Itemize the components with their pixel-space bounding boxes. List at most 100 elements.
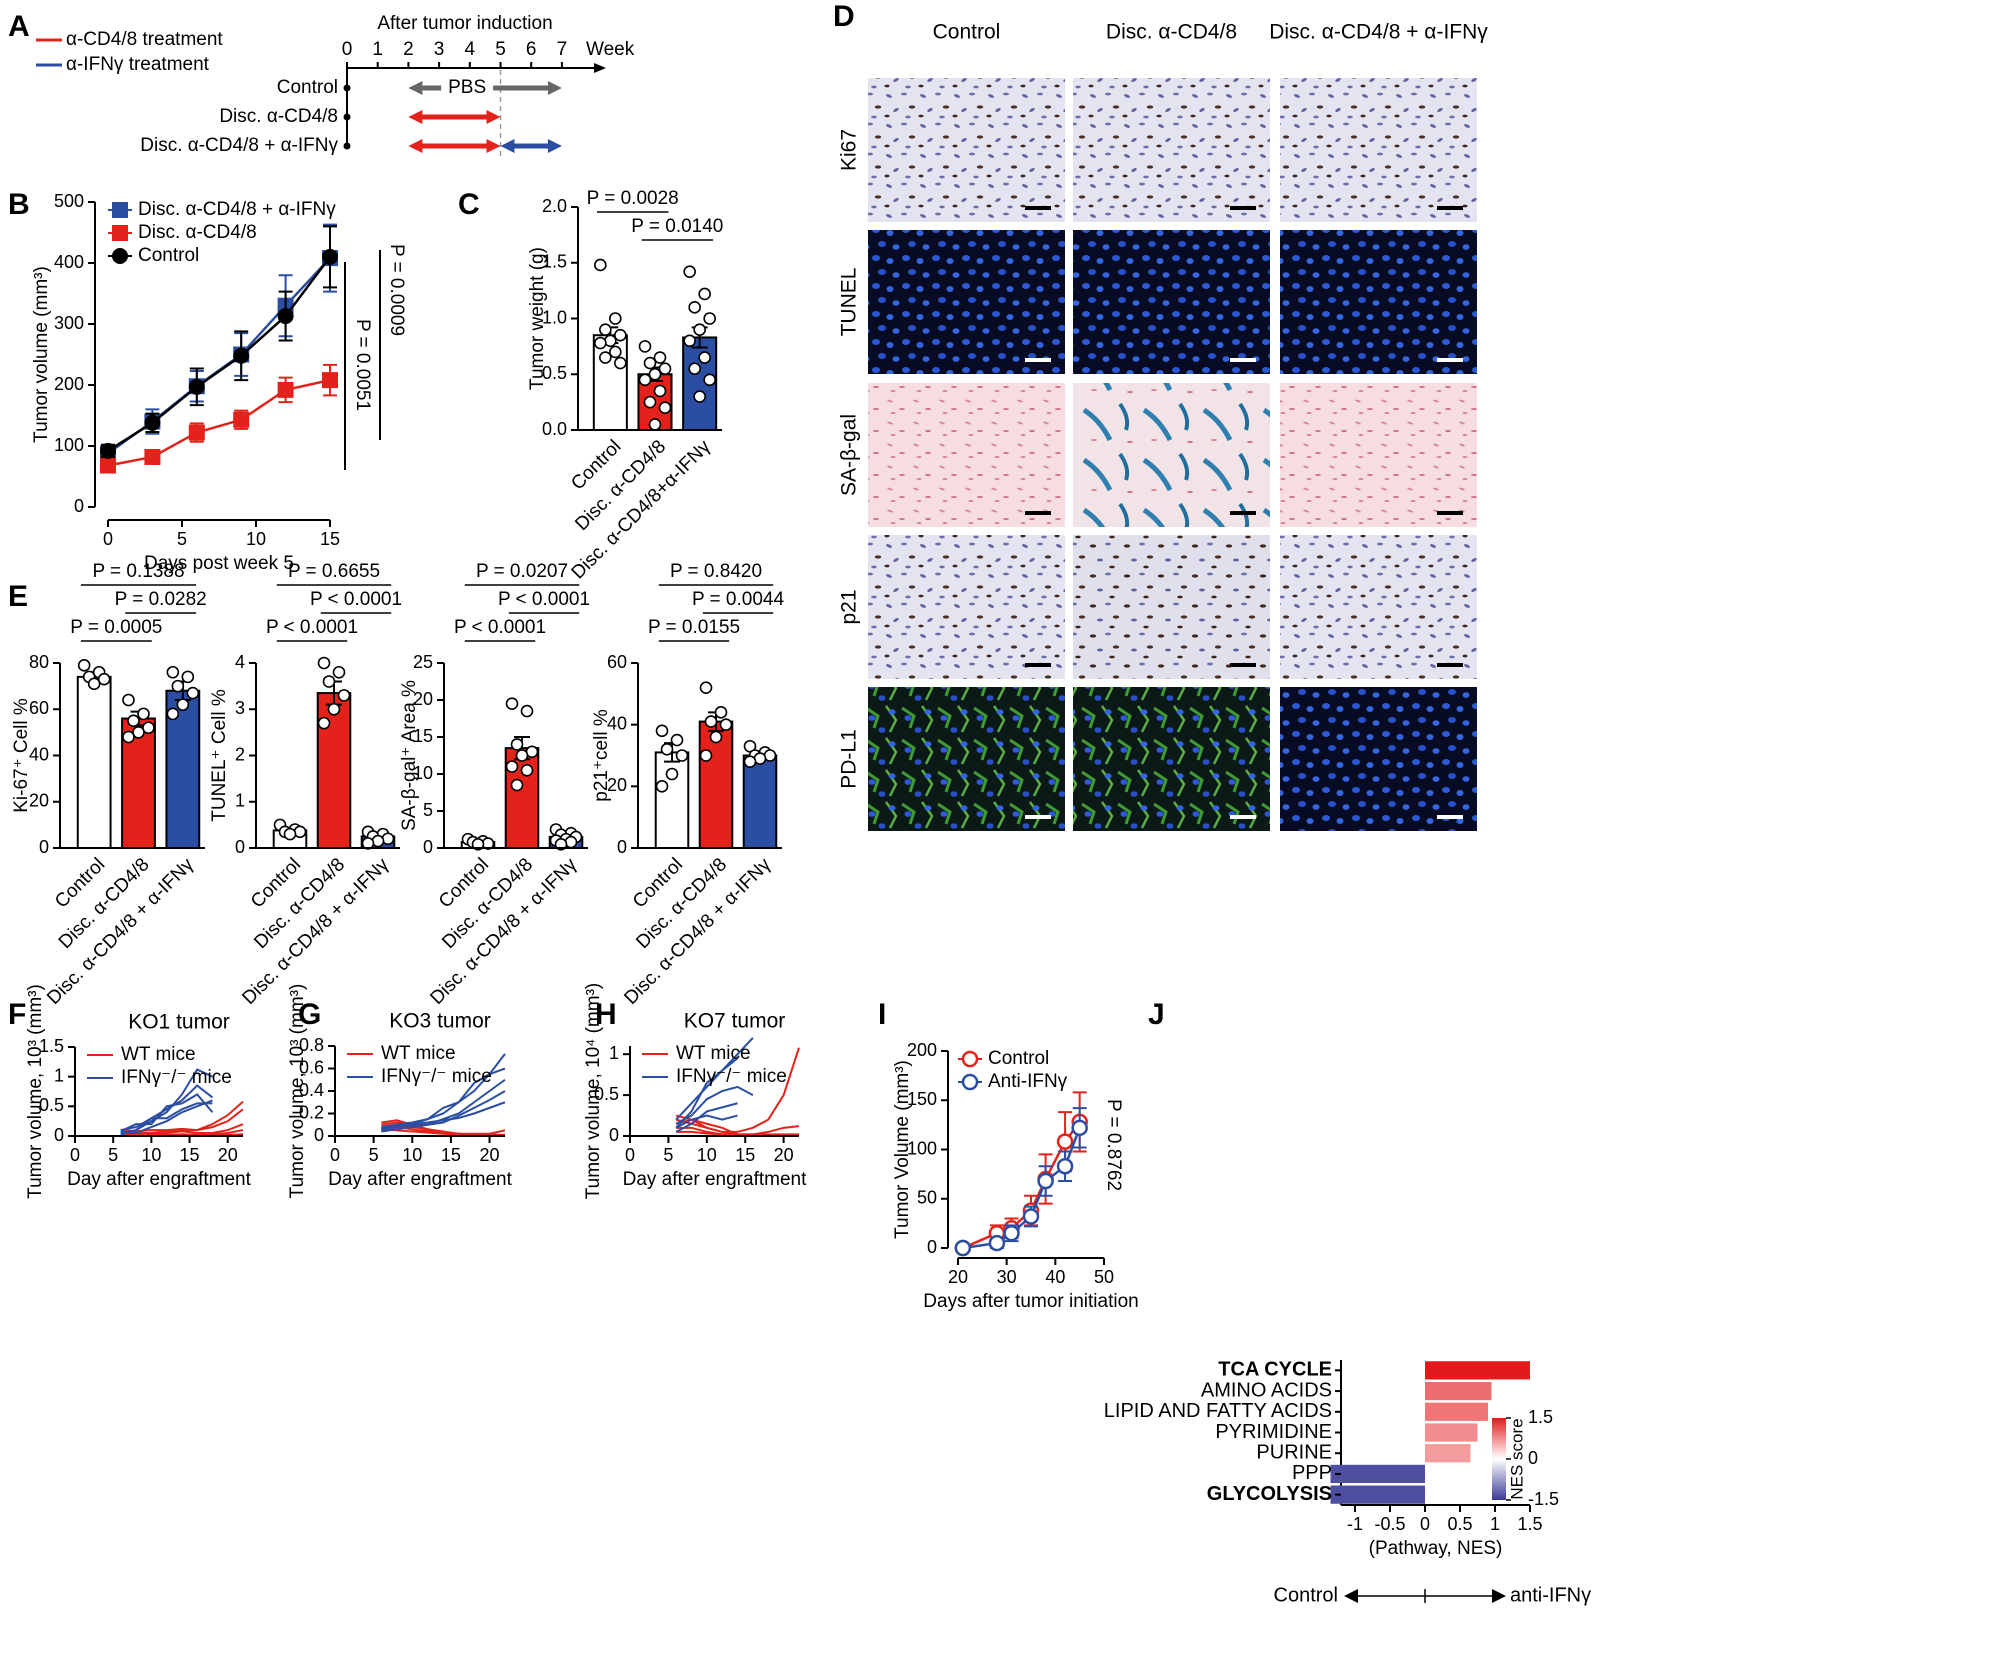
x-tick-label: 5	[369, 1145, 379, 1165]
subject-line	[120, 1102, 213, 1136]
arrowhead	[594, 63, 606, 73]
marker	[954, 1239, 972, 1257]
bar	[76, 675, 112, 849]
data-point	[97, 672, 111, 686]
x-tick-label: 15	[320, 529, 340, 549]
x-tick-label: 20	[218, 1145, 238, 1165]
y-tick-label: 0.0	[542, 419, 567, 439]
bracket-label: P = 0.1388	[92, 561, 184, 582]
marker	[277, 308, 294, 325]
data-point	[166, 707, 180, 721]
x-tick-label: 20	[948, 1267, 968, 1287]
marker	[112, 225, 128, 241]
marker	[112, 248, 128, 264]
x-axis-label: (Pathway, NES)	[1369, 1538, 1503, 1559]
y-tick-label: 500	[54, 191, 84, 211]
subject-line	[120, 1093, 214, 1133]
column-header: Control	[933, 21, 1001, 44]
micrograph	[1280, 78, 1477, 222]
y-tick-label: 3	[235, 698, 245, 718]
legend-label: Control	[988, 1048, 1049, 1069]
bar	[1425, 1423, 1478, 1442]
data-point	[122, 730, 135, 744]
y-tick-label: 400	[54, 252, 84, 272]
colorbar-tick-label: 0	[1528, 1448, 1538, 1468]
subject-line	[381, 1128, 505, 1136]
colorbar-tick-label: 1.5	[1528, 1407, 1553, 1427]
y-tick-label: PYRIMIDINE	[1215, 1421, 1332, 1443]
colorbar	[1492, 1418, 1506, 1500]
column-header: Disc. α-CD4/8	[1106, 21, 1237, 44]
subject-line	[381, 1090, 506, 1133]
data-point	[283, 827, 297, 841]
subject-line	[675, 1114, 738, 1129]
micrograph	[1073, 230, 1270, 374]
legend-label: IFNγ⁻/⁻ mice	[676, 1066, 787, 1087]
y-tick-label: 300	[54, 313, 84, 333]
y-axis-label: Tumor volume, 10³ (mm³)	[287, 984, 308, 1199]
micrograph	[868, 535, 1065, 679]
arrow-label: PBS	[448, 77, 486, 98]
x-tick-label: 20	[774, 1145, 794, 1165]
bracket-label: P = 0.0044	[692, 589, 785, 610]
series-line	[107, 378, 331, 467]
y-tick-label: 1	[609, 1043, 619, 1063]
data-point	[648, 418, 662, 431]
data-point	[293, 825, 307, 839]
subject-line	[675, 1057, 739, 1129]
y-tick-label: 2	[235, 744, 245, 764]
panel-label: H	[595, 998, 617, 1031]
data-point	[142, 721, 155, 735]
arrowhead	[486, 110, 501, 124]
y-tick-label: 0	[54, 1125, 64, 1145]
data-point	[693, 390, 706, 403]
data-point	[643, 356, 657, 370]
data-point	[510, 778, 524, 792]
bar	[316, 692, 352, 849]
subject-line	[381, 1101, 506, 1130]
timeline-tick-label: 0	[342, 39, 353, 60]
data-point	[655, 780, 669, 793]
y-axis-label: TUNEL⁺ Cell %	[209, 689, 230, 822]
arrowhead	[547, 139, 562, 153]
bracket-label: P = 0.0207	[476, 561, 568, 582]
data-point	[648, 367, 662, 381]
data-point	[614, 356, 627, 370]
bracket-label: P < 0.0001	[266, 617, 358, 638]
y-tick-label: PPP	[1292, 1462, 1332, 1484]
data-point	[186, 686, 200, 700]
x-tick-label: 10	[697, 1145, 717, 1165]
y-tick-label: 10	[413, 763, 433, 783]
panel-label: B	[8, 188, 30, 221]
y-tick-label: 0	[39, 837, 49, 857]
y-tick-label: 1.5	[39, 1036, 64, 1056]
arrowhead	[486, 139, 501, 153]
y-tick-label: 200	[907, 1040, 937, 1060]
x-axis-label: Day after engraftment	[67, 1169, 251, 1190]
y-tick-label: 1.5	[542, 252, 567, 272]
data-point	[317, 656, 331, 670]
panel-label: G	[298, 998, 321, 1031]
y-tick-label: 40	[607, 713, 627, 733]
marker	[1071, 1119, 1088, 1137]
label-bg	[441, 76, 494, 100]
marker	[1056, 1133, 1074, 1150]
y-tick-label: 20	[29, 791, 49, 811]
bracket-label: P < 0.0001	[498, 589, 590, 610]
arrowhead	[408, 81, 423, 95]
x-tick-label: 50	[1094, 1267, 1114, 1287]
x-tick-label: 15	[441, 1145, 461, 1165]
data-point	[181, 670, 195, 684]
arrowhead	[1344, 1589, 1358, 1603]
data-point	[166, 665, 180, 679]
data-point	[505, 697, 519, 711]
row-label: Control	[277, 77, 338, 98]
arrowhead	[408, 139, 423, 153]
y-tick-label: 200	[54, 374, 84, 394]
arrowhead	[1492, 1589, 1506, 1603]
legend-label: α-CD4/8 treatment	[66, 29, 223, 50]
x-tick-label: 10	[141, 1145, 161, 1165]
series-line	[107, 257, 331, 455]
y-tick-label: 20	[607, 775, 627, 795]
y-tick-label: AMINO ACIDS	[1201, 1379, 1332, 1401]
